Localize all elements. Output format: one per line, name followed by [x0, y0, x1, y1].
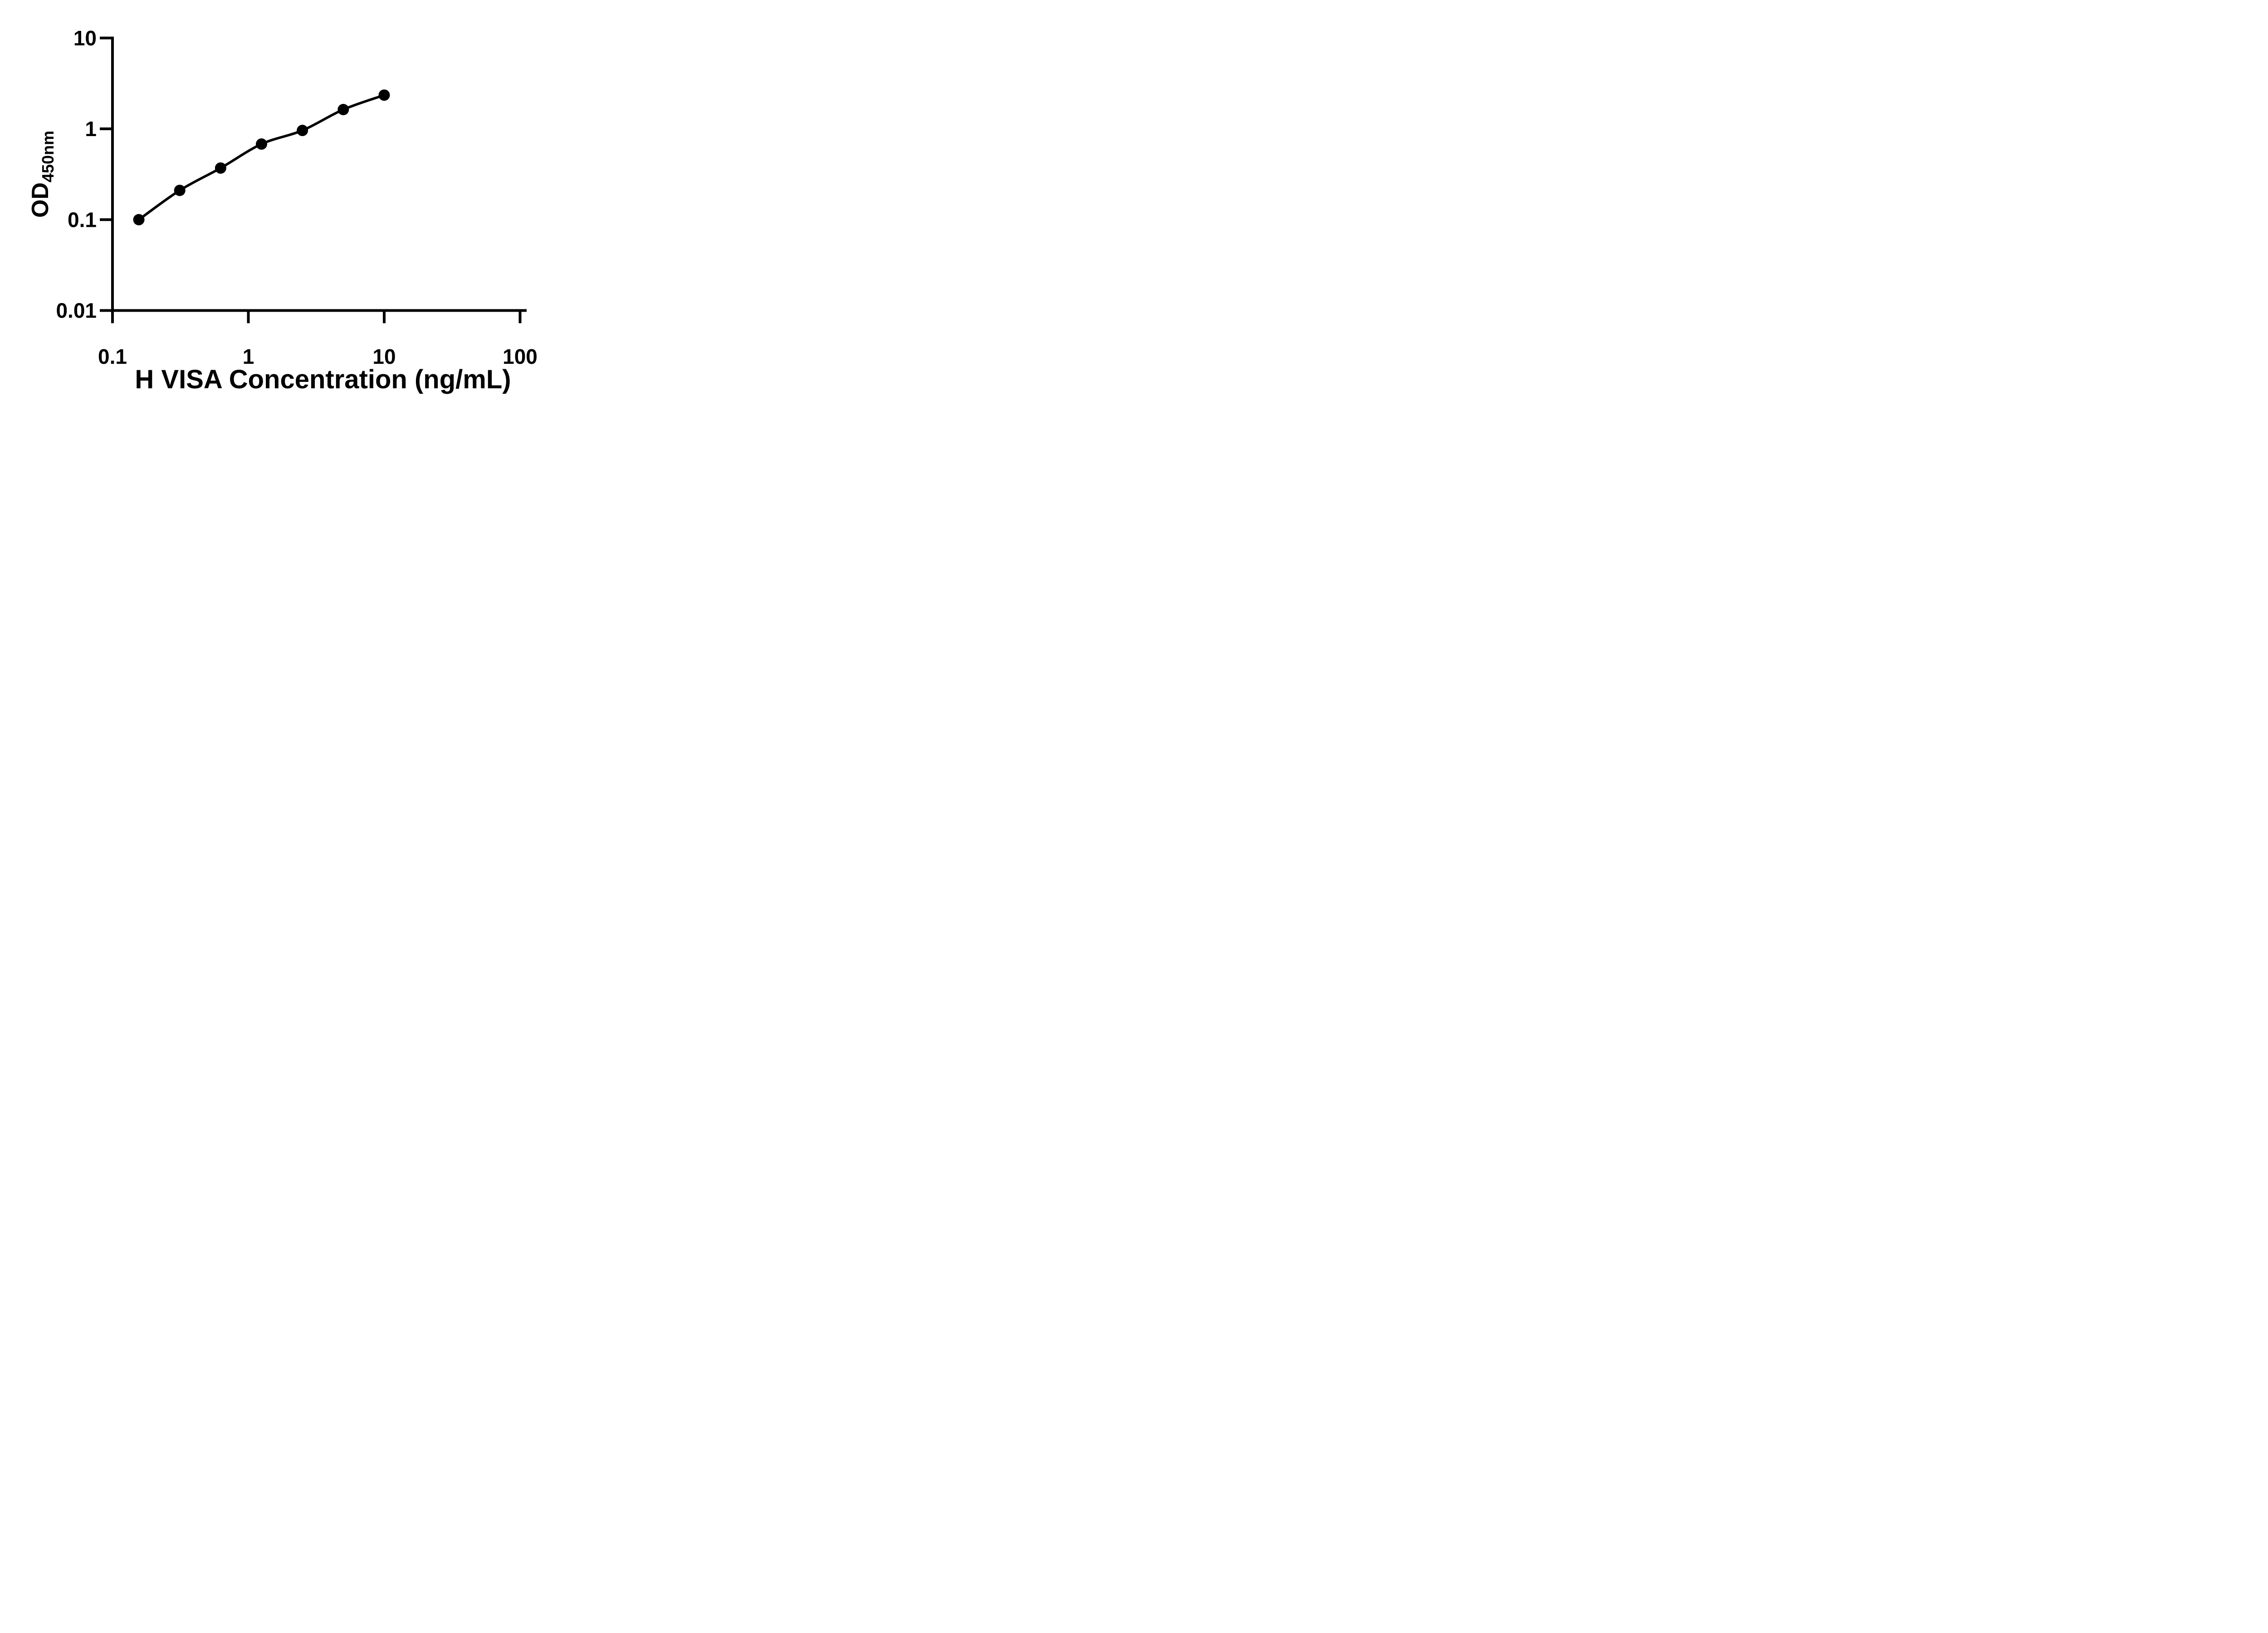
y-ticks [100, 36, 114, 312]
x-tick-label: 0.1 [98, 345, 127, 368]
elisa-standard-curve-figure: 0.01 0.1 1 10 0.1 1 10 100 H VISA Concentratio… [0, 0, 583, 408]
x-axis-title: H VISA Concentration (ng/mL) [135, 365, 511, 394]
fit-curve-line [138, 94, 385, 221]
data-point [174, 185, 186, 196]
y-tick-label: 10 [73, 26, 97, 50]
x-tick-label: 10 [372, 345, 396, 368]
data-point [256, 138, 268, 150]
y-axis-title-sub: 450nm [39, 131, 57, 182]
y-axis-title: OD450nm [27, 131, 57, 218]
y-tick-label: 0.1 [68, 208, 97, 231]
data-point [133, 214, 145, 225]
y-axis: 0.01 0.1 1 10 [56, 26, 114, 323]
x-tick-label: 1 [243, 345, 254, 368]
y-tick-labels: 0.01 0.1 1 10 [56, 26, 97, 323]
x-tick-labels: 0.1 1 10 100 [98, 345, 538, 368]
data-point [337, 104, 349, 116]
x-ticks [111, 309, 522, 323]
x-axis: 0.1 1 10 100 [98, 309, 538, 368]
data-point [378, 89, 390, 101]
y-axis-title-main: OD [27, 182, 54, 218]
y-tick-label: 0.01 [56, 299, 97, 323]
data-points [133, 89, 390, 225]
y-tick-label: 1 [85, 117, 97, 141]
x-tick-label: 100 [503, 345, 538, 368]
data-point [215, 162, 226, 174]
data-point [297, 125, 308, 137]
